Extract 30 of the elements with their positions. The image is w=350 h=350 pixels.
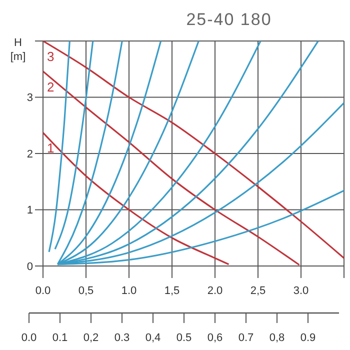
line-series [54, 41, 94, 250]
x-tick-label: 1.0 [121, 284, 137, 297]
y-tick-label: 3 [26, 92, 33, 104]
line-series [43, 132, 230, 266]
x2-tick-label: 0.5 [176, 332, 192, 344]
y-tick-label: 1 [26, 204, 33, 217]
y-axis-title: H [m] [9, 36, 27, 64]
x2-tick-label: 0,8 [269, 332, 285, 344]
series-label: 1 [47, 140, 54, 156]
x-tick-label: 0,5 [78, 284, 94, 297]
y-tick-label: 0 [26, 260, 33, 273]
x-tick-label: 0.0 [35, 284, 51, 297]
line-series [43, 70, 300, 266]
x2-tick-label: 0.7 [238, 332, 254, 344]
chart-title: 25-40 180 [185, 10, 273, 30]
x-tick-label: 3.0 [293, 284, 309, 297]
x-tick-label: 1,5 [164, 284, 180, 297]
line-series [48, 41, 70, 253]
x-tick-label: 2,5 [250, 284, 266, 297]
x2-tick-label: 0,2 [83, 332, 99, 344]
y-tick-label: 2 [26, 148, 33, 160]
x2-tick-label: 0.0 [21, 332, 37, 344]
x2-tick-label: 0,6 [207, 332, 223, 344]
x-tick-label: 2.0 [207, 284, 223, 297]
x2-tick-label: 0.1 [52, 332, 68, 344]
series-label: 3 [47, 49, 54, 64]
x2-tick-label: 0,4 [145, 332, 161, 344]
x2-tick-label: 0.9 [300, 332, 316, 344]
x2-tick-label: 0.3 [114, 332, 130, 344]
series-label: 2 [47, 79, 54, 94]
